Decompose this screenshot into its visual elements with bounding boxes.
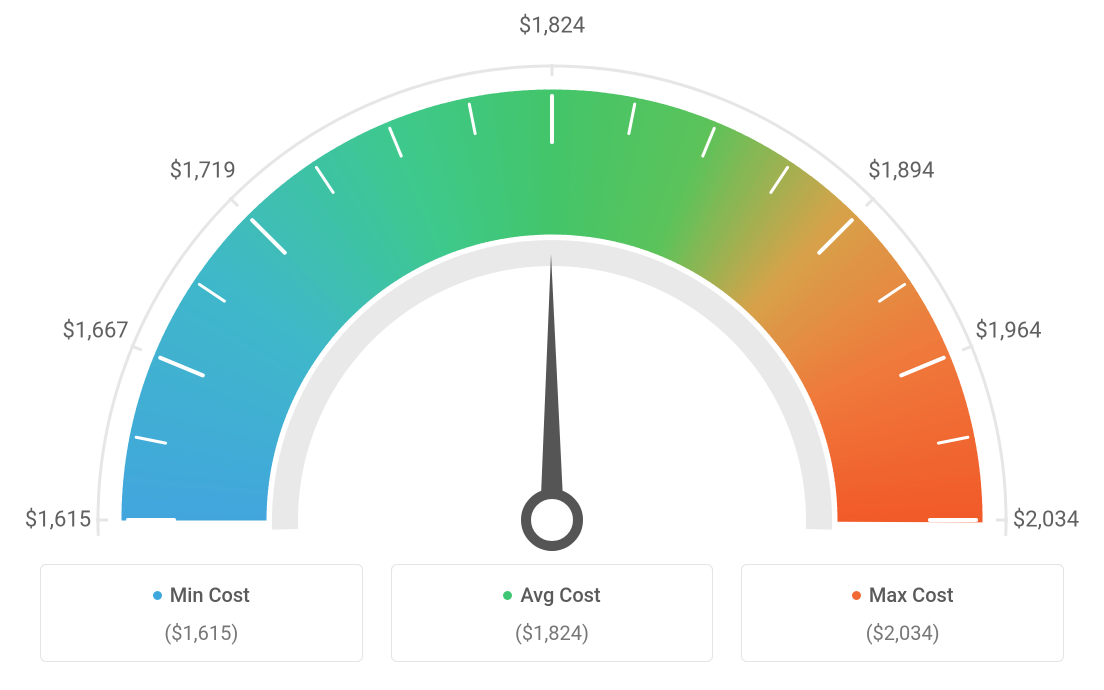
max-cost-dot	[852, 591, 861, 600]
avg-cost-title: Avg Cost	[402, 583, 703, 607]
avg-cost-card: Avg Cost ($1,824)	[391, 564, 714, 662]
gauge-tick-label: $1,894	[868, 158, 934, 183]
max-cost-value: ($2,034)	[752, 621, 1053, 645]
gauge-tick-label: $1,719	[170, 158, 236, 183]
min-cost-dot	[153, 591, 162, 600]
max-cost-title: Max Cost	[752, 583, 1053, 607]
avg-cost-dot	[503, 591, 512, 600]
avg-cost-value: ($1,824)	[402, 621, 703, 645]
min-cost-title: Min Cost	[51, 583, 352, 607]
max-cost-title-text: Max Cost	[869, 583, 954, 607]
gauge-tick-label: $2,034	[1013, 508, 1079, 533]
min-cost-value: ($1,615)	[51, 621, 352, 645]
gauge-tick-label: $1,615	[25, 508, 91, 533]
min-cost-title-text: Min Cost	[170, 583, 250, 607]
gauge-chart: $1,615 $1,667 $1,719 $1,824 $1,894 $1,964 $2,0…	[0, 0, 1104, 560]
max-cost-card: Max Cost ($2,034)	[741, 564, 1064, 662]
legend-row: Min Cost ($1,615) Avg Cost ($1,824) Max …	[40, 564, 1064, 662]
min-cost-card: Min Cost ($1,615)	[40, 564, 363, 662]
avg-cost-title-text: Avg Cost	[520, 583, 600, 607]
gauge-tick-label: $1,824	[519, 14, 585, 39]
gauge-tick-label: $1,667	[63, 318, 129, 343]
gauge-tick-label: $1,964	[975, 318, 1041, 343]
